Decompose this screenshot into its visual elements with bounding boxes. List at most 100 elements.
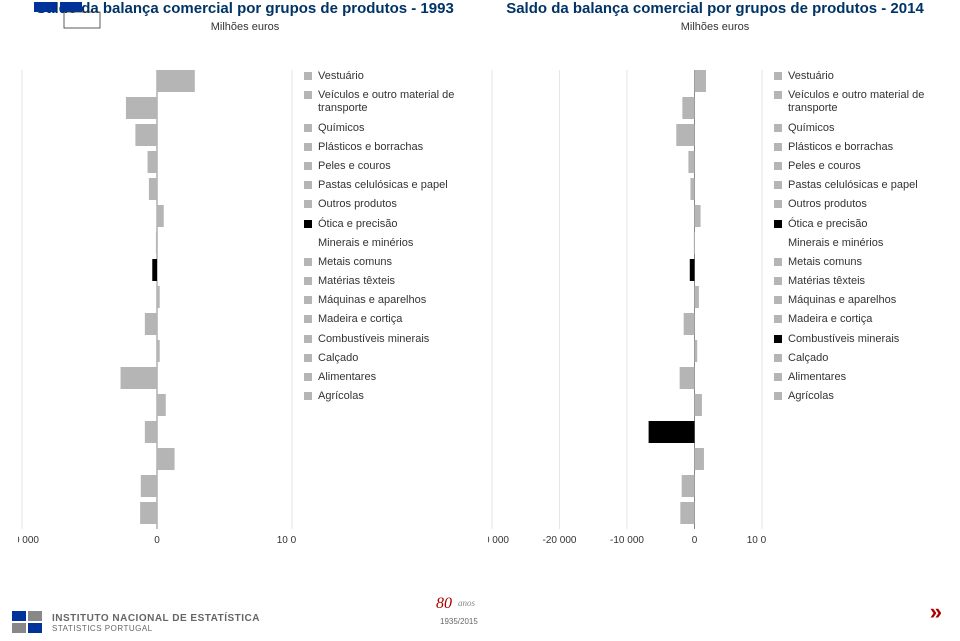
svg-text:anos: anos [458,598,476,608]
legend-item: Plásticos e borrachas [304,141,472,154]
bar [145,313,157,335]
legend-label: Calçado [788,352,828,365]
legend-swatch [304,392,312,400]
legend-label: Madeira e cortiça [788,313,872,326]
legend-swatch [774,258,782,266]
legend-swatch [304,181,312,189]
legend-swatch [774,91,782,99]
legend-item: Minerais e minérios [304,237,472,250]
legend-label: Metais comuns [318,256,392,269]
footer: INSTITUTO NACIONAL DE ESTATÍSTICA STATIS… [12,611,260,635]
bar [694,232,695,254]
legend-swatch [774,143,782,151]
legend-label: Pastas celulósicas e papel [788,179,918,192]
bar [126,97,157,119]
legend-label: Ótica e precisão [788,218,867,231]
legend-label: Outros produtos [788,198,867,211]
legend-swatch [304,91,312,99]
legend-label: Alimentares [318,371,376,384]
legend-item: Químicos [304,122,472,135]
legend-label: Peles e couros [318,160,391,173]
legend-swatch [304,315,312,323]
bar [157,340,160,362]
bar [695,205,701,227]
legend-label: Calçado [318,352,358,365]
chevron-icons: » [930,599,936,625]
legend-item: Máquinas e aparelhos [774,294,942,307]
svg-text:0: 0 [692,535,698,546]
legend-item: Combustíveis minerais [774,333,942,346]
legend-swatch [774,392,782,400]
legend-label: Veículos e outro material de transporte [318,89,472,115]
legend-label: Peles e couros [788,160,861,173]
legend-label: Vestuário [788,70,834,83]
bar [695,448,704,470]
bar [157,448,175,470]
legend-label: Ótica e precisão [318,218,397,231]
bar [148,151,157,173]
bar-chart-2014: -30 000-20 000-10 000010 000 [488,70,766,549]
bar [145,421,157,443]
legend-swatch [304,143,312,151]
bar [688,151,694,173]
bar [149,178,157,200]
bar [690,259,695,281]
svg-text:10 000: 10 000 [277,535,296,546]
legend-item: Agrícolas [774,390,942,403]
legend-item: Combustíveis minerais [304,333,472,346]
bar-chart-1993: -10 000010 000 [18,70,296,549]
legend-label: Máquinas e aparelhos [318,294,426,307]
legend-swatch [304,162,312,170]
legend-swatch [304,335,312,343]
legend-label: Madeira e cortiça [318,313,402,326]
legend-label: Matérias têxteis [788,275,865,288]
bar [695,340,698,362]
legend-swatch [774,373,782,381]
footer-line1: INSTITUTO NACIONAL DE ESTATÍSTICA [52,613,260,625]
footer-line2: STATISTICS PORTUGAL [52,624,260,633]
svg-text:-10 000: -10 000 [610,535,644,546]
legend-item: Peles e couros [304,160,472,173]
panel-2014-subtitle: Milhões euros [488,21,942,33]
legend-swatch [304,277,312,285]
legend-item: Alimentares [304,371,472,384]
legend-item: Minerais e minérios [774,237,942,250]
legend-item: Calçado [304,352,472,365]
legend-item: Agrícolas [304,390,472,403]
ine-logo: INSTITUTO NACIONAL DE ESTATÍSTICA STATIS… [12,611,260,635]
legend-item: Peles e couros [774,160,942,173]
legend-swatch [774,162,782,170]
legend-swatch [774,124,782,132]
legend-swatch [774,181,782,189]
legend-swatch [774,277,782,285]
legend-item: Madeira e cortiça [304,313,472,326]
bar [680,502,694,524]
panel-2014-title: Saldo da balança comercial por grupos de… [488,0,942,19]
svg-text:0: 0 [154,535,160,546]
bar [157,205,164,227]
panel-1993: Saldo da balança comercial por grupos de… [10,0,480,549]
legend-swatch [304,354,312,362]
bar [121,367,157,389]
legend-swatch [774,354,782,362]
svg-text:1935/2015: 1935/2015 [440,617,478,626]
legend-label: Minerais e minérios [318,237,413,250]
legend-item: Matérias têxteis [774,275,942,288]
bar [695,70,706,92]
legend-item: Ótica e precisão [774,218,942,231]
legend-label: Matérias têxteis [318,275,395,288]
legend-swatch [774,335,782,343]
bar [157,394,166,416]
legend-item: Metais comuns [304,256,472,269]
legend-label: Plásticos e borrachas [788,141,893,154]
decorative-boxes [34,2,104,30]
bar [682,97,694,119]
svg-text:-20 000: -20 000 [543,535,577,546]
legend-swatch [774,200,782,208]
legend-label: Máquinas e aparelhos [788,294,896,307]
legend-item: Veículos e outro material de transporte [774,89,942,115]
legend-label: Plásticos e borrachas [318,141,423,154]
bar [140,502,157,524]
bar [680,367,695,389]
legend-swatch [304,373,312,381]
